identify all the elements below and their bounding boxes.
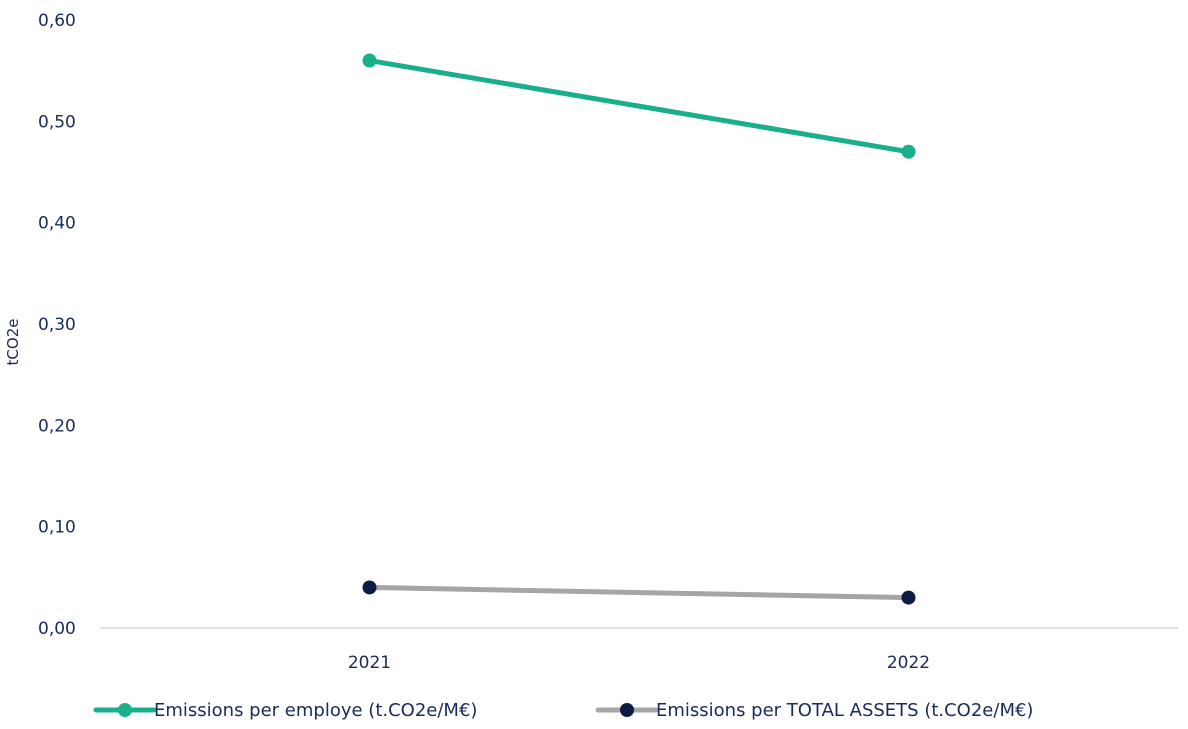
data-point bbox=[362, 53, 377, 68]
y-tick-label: 0,20 bbox=[38, 416, 76, 436]
y-tick-label: 0,10 bbox=[38, 518, 76, 538]
x-tick-label: 2021 bbox=[348, 653, 391, 673]
series-line-2 bbox=[367, 584, 911, 601]
legend-swatch-marker bbox=[620, 703, 634, 717]
series-line-1 bbox=[367, 58, 911, 155]
y-tick-label: 0,40 bbox=[38, 214, 76, 234]
data-point bbox=[901, 590, 916, 605]
data-point bbox=[362, 580, 377, 595]
y-axis-ticks: 0,00 0,10 0,20 0,30 0,40 0,50 0,60 bbox=[38, 11, 76, 639]
legend-label: Emissions per TOTAL ASSETS (t.CO2e/M€) bbox=[656, 700, 1033, 721]
y-tick-label: 0,30 bbox=[38, 315, 76, 335]
series-layer bbox=[362, 53, 916, 605]
x-axis-ticks: 2021 2022 bbox=[348, 653, 930, 673]
y-tick-label: 0,60 bbox=[38, 11, 76, 31]
legend: Emissions per employe (t.CO2e/M€) Emissio… bbox=[93, 700, 1033, 721]
y-tick-label: 0,00 bbox=[38, 619, 76, 639]
x-tick-label: 2022 bbox=[887, 653, 930, 673]
legend-label: Emissions per employe (t.CO2e/M€) bbox=[154, 700, 477, 721]
y-tick-label: 0,50 bbox=[38, 112, 76, 132]
data-point bbox=[901, 144, 916, 159]
y-axis-title: tCO2e bbox=[4, 319, 22, 366]
legend-swatch-marker bbox=[118, 703, 132, 717]
